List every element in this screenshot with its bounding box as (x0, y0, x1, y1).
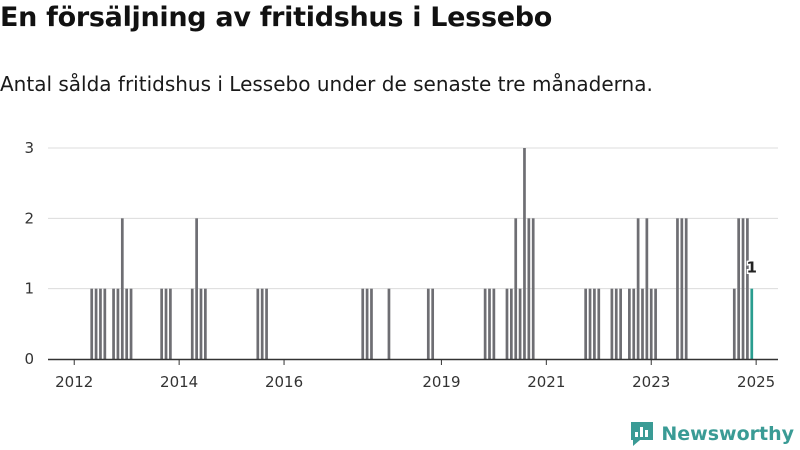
bar (645, 218, 649, 359)
bar (649, 288, 653, 359)
bar (256, 288, 260, 359)
bar (527, 218, 531, 359)
bar (195, 218, 198, 359)
bar (614, 288, 618, 359)
x-tick-label: 2019 (422, 373, 460, 391)
x-tick-label: 2016 (265, 373, 303, 391)
bar (483, 288, 487, 359)
brand-name: Newsworthy (661, 423, 794, 445)
bar (505, 288, 509, 359)
y-tick-label: 2 (24, 209, 34, 227)
bar (676, 218, 679, 359)
bar (199, 288, 203, 359)
bar (260, 288, 264, 359)
grid-lines (48, 147, 778, 290)
bar (120, 218, 124, 359)
bar (431, 288, 435, 359)
brand-logo: Newsworthy (629, 420, 794, 448)
bar (365, 288, 369, 359)
y-tick-label: 3 (24, 139, 34, 157)
bar (361, 288, 365, 359)
x-tick-label: 2023 (632, 373, 670, 391)
bar (387, 288, 391, 359)
logo-bar (635, 432, 639, 437)
bar (654, 288, 657, 359)
bar (112, 288, 115, 359)
x-tick-label: 2021 (527, 373, 565, 391)
bar (610, 288, 614, 359)
x-tick-label: 2012 (55, 373, 93, 391)
bar (90, 288, 94, 359)
y-tick-label: 0 (24, 350, 34, 368)
bar-highlight (750, 288, 754, 359)
bar (190, 288, 194, 359)
bar (514, 218, 518, 359)
logo-bar (645, 430, 649, 437)
bar (636, 218, 640, 359)
bar (641, 288, 644, 359)
bar (746, 218, 749, 359)
axes-group: 0 1 2 3 2012 2014 2016 2019 2021 2023 2025 (24, 139, 778, 391)
bar (116, 288, 120, 359)
bar (488, 288, 491, 359)
bar (99, 288, 102, 359)
bar (204, 288, 207, 359)
bar (164, 288, 168, 359)
bar (129, 288, 133, 359)
bar (531, 218, 535, 359)
bar (518, 288, 522, 359)
logo-bar (640, 427, 644, 437)
bar (632, 288, 636, 359)
bar (492, 288, 496, 359)
x-tick-label: 2025 (737, 373, 775, 391)
bar (265, 288, 268, 359)
bar (593, 288, 596, 359)
bar (125, 288, 129, 359)
bar (370, 288, 373, 359)
bar (94, 288, 98, 359)
bar (737, 218, 741, 359)
bars-group (90, 148, 754, 359)
page-title: En försäljning av fritidshus i Lessebo (0, 2, 553, 33)
bar (628, 288, 631, 359)
bar (426, 288, 430, 359)
newsworthy-logo-icon (631, 422, 654, 446)
bar (680, 218, 684, 359)
bar (684, 218, 688, 359)
bar (169, 288, 172, 359)
bar (509, 288, 513, 359)
bar (103, 288, 107, 359)
bar (523, 148, 526, 359)
highlight-data-label: 1 (747, 259, 757, 277)
x-tick-label: 2014 (160, 373, 198, 391)
page-subtitle: Antal sålda fritidshus i Lessebo under d… (0, 72, 653, 96)
bar (619, 288, 622, 359)
bar (741, 218, 745, 359)
bar (160, 288, 164, 359)
bar (588, 288, 592, 359)
bar (597, 288, 601, 359)
labels-group: 1 (745, 257, 758, 278)
bar (732, 288, 736, 359)
y-tick-label: 1 (24, 280, 34, 298)
bar (584, 288, 588, 359)
